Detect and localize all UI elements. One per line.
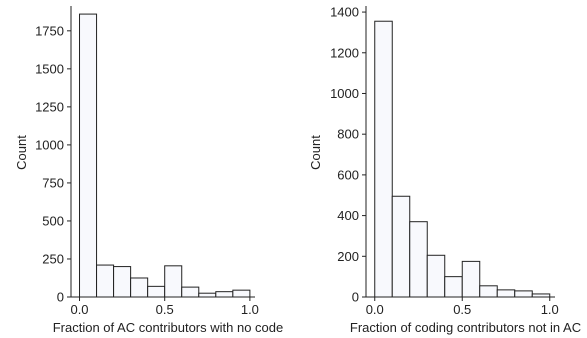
x-tick-label: 0.0 xyxy=(70,302,88,317)
y-tick-label: 1200 xyxy=(330,45,359,60)
histogram-bar xyxy=(164,265,183,298)
y-tick-label: 1400 xyxy=(330,5,359,20)
y-tick-label: 200 xyxy=(337,249,359,264)
histogram-bar xyxy=(374,20,393,298)
histogram-bar xyxy=(444,276,463,298)
histogram-bar xyxy=(96,264,115,298)
y-tick-label: 0 xyxy=(57,290,64,305)
histogram-bar xyxy=(479,285,498,298)
y-tick-label: 1500 xyxy=(35,61,64,76)
y-tick-label: 1000 xyxy=(330,86,359,101)
y-tick-label: 500 xyxy=(42,213,64,228)
y-tick-label: 1250 xyxy=(35,99,64,114)
histogram-panel-ac-no-code: 0 250 500 750 1000 1250 1500 1750 0.0 0.5 1.0 Fract… xyxy=(14,6,283,335)
y-tick-label: 750 xyxy=(42,175,64,190)
y-tick-label: 400 xyxy=(337,208,359,223)
y-tick-label: 600 xyxy=(337,167,359,182)
x-tick-label: 0.5 xyxy=(156,302,174,317)
histogram-bar xyxy=(113,266,132,298)
y-tick-label: 250 xyxy=(42,251,64,266)
y-tick-label: 0 xyxy=(352,290,359,305)
histogram-panel-coding-not-in-ac: 0 200 400 600 800 1000 1200 1400 0.0 0.5 1.0 Fracti… xyxy=(308,5,581,335)
histogram-bar xyxy=(426,254,446,298)
x-tick-label: 0.0 xyxy=(366,302,384,317)
x-axis-label: Fraction of coding contributors not in A… xyxy=(350,320,581,335)
histogram-bar xyxy=(181,286,200,298)
histogram-bar xyxy=(147,285,166,298)
histogram-bar xyxy=(461,260,481,298)
y-tick-label: 1750 xyxy=(35,23,64,38)
x-tick-label: 1.0 xyxy=(541,302,559,317)
histogram-bar xyxy=(130,277,149,298)
y-axis-label: Count xyxy=(14,135,29,170)
histogram-bar xyxy=(198,292,217,298)
histogram-bar xyxy=(514,290,533,298)
histogram-bar xyxy=(496,289,516,298)
histogram-bar xyxy=(232,289,251,298)
histogram-bar xyxy=(79,13,98,298)
y-tick-label: 1000 xyxy=(35,137,64,152)
histogram-bar xyxy=(215,291,234,298)
x-axis-label: Fraction of AC contributors with no code xyxy=(53,320,284,335)
histogram-bar xyxy=(391,195,411,298)
histogram-bar xyxy=(409,221,428,298)
y-axis-label: Count xyxy=(308,135,323,170)
y-tick-label: 800 xyxy=(337,127,359,142)
x-tick-label: 1.0 xyxy=(241,302,259,317)
x-tick-label: 0.5 xyxy=(453,302,471,317)
